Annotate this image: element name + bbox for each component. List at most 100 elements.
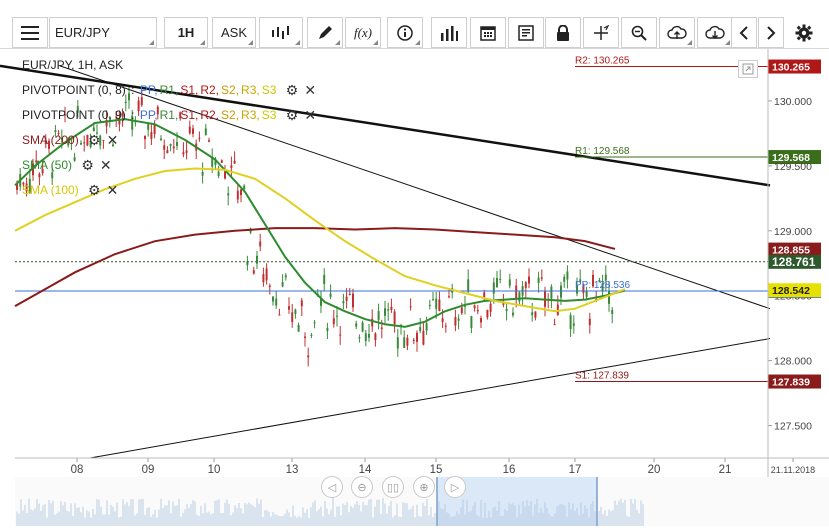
pivot2-s2: S2, (221, 107, 240, 122)
price-chart[interactable]: R2: 130.265 130.265 R1: 129.568 129.568 PP: … (0, 49, 829, 526)
chevron-right-icon (767, 25, 776, 40)
pivot1-s2: S2, (221, 82, 240, 97)
series-sma-100- (14, 167, 626, 313)
candle-body (28, 178, 31, 193)
scroll-left-button[interactable] (731, 17, 757, 48)
symbol-label: EUR/JPY (55, 25, 110, 40)
settings-button[interactable] (787, 17, 821, 48)
candle-body (144, 135, 146, 140)
x-tick-label: 14 (359, 464, 372, 476)
expand-icon (742, 63, 754, 75)
candle-body (608, 290, 610, 304)
candles-icon (272, 25, 289, 39)
pivot1-r2: R2, (200, 82, 220, 97)
candle-body (281, 282, 284, 287)
candle-body (227, 193, 230, 196)
candle-body (361, 322, 364, 332)
candle-body (140, 97, 143, 106)
candle-body (92, 127, 95, 132)
close-icon[interactable]: ✕ (99, 157, 112, 173)
crosshair-button[interactable] (583, 17, 619, 48)
gear-icon[interactable]: ⚙ (81, 157, 94, 173)
candle-body (368, 333, 370, 338)
info-icon (397, 24, 413, 41)
x-tick-label: 17 (569, 464, 582, 476)
candle-body (454, 317, 457, 326)
candle-body (83, 142, 86, 144)
expand-button[interactable] (738, 60, 758, 78)
candle-body (560, 285, 562, 298)
close-icon[interactable]: ✕ (304, 107, 317, 123)
gear-icon[interactable]: ⚙ (88, 132, 101, 148)
close-icon[interactable]: ✕ (304, 82, 317, 98)
zoom-out-button[interactable]: ⊖ (351, 476, 373, 498)
nav-back-button[interactable]: ◁ (321, 476, 343, 498)
candle-body (259, 241, 262, 247)
zoom-in-button[interactable]: ⊕ (413, 476, 435, 498)
candle-body (342, 301, 345, 304)
pivot2-r3: R3, (241, 107, 260, 122)
timeframe-select[interactable]: 1H (164, 17, 208, 48)
candle-body (403, 337, 406, 348)
candle-body (41, 169, 44, 174)
candle-body (582, 284, 585, 294)
price-tag-text: 128.542 (772, 285, 810, 297)
candle-body (80, 142, 82, 145)
close-icon[interactable]: ✕ (106, 132, 119, 148)
candle-body (515, 285, 518, 299)
chart-type-button[interactable] (259, 17, 303, 48)
candle-body (537, 277, 540, 283)
draw-button[interactable] (307, 17, 343, 48)
scroll-right-button[interactable] (758, 17, 784, 48)
lock-button[interactable] (545, 17, 581, 48)
upload-button[interactable] (659, 17, 695, 48)
nav-forward-button[interactable]: ▷ (444, 476, 466, 498)
calendar-button[interactable] (470, 17, 506, 48)
candle-body (588, 318, 591, 326)
toolbar: EUR/JPY 1H ASK f(x) (0, 0, 829, 49)
pivot2-s3: S3 (261, 107, 277, 122)
symbol-select[interactable]: EUR/JPY (49, 17, 157, 48)
candle-body (160, 138, 162, 141)
gear-icon[interactable]: ⚙ (88, 182, 101, 198)
menu-button[interactable] (12, 17, 48, 48)
info-button[interactable] (387, 17, 423, 48)
candle-body (60, 137, 63, 140)
chart-area[interactable]: R2: 130.265 130.265 R1: 129.568 129.568 PP: … (0, 49, 829, 526)
candle-body (208, 140, 210, 142)
candle-body (240, 189, 242, 196)
pivot1-name: PIVOTPOINT (0, 8) (22, 82, 126, 97)
x-tick-label: 10 (208, 464, 221, 476)
report-button[interactable] (508, 17, 544, 48)
candle-body (86, 135, 89, 146)
candle-body (25, 183, 28, 192)
candle-body (611, 309, 614, 315)
candle-body (105, 119, 108, 127)
candle-body (89, 142, 92, 148)
close-icon[interactable]: ✕ (106, 182, 119, 198)
pivot2-pp: PP, (139, 107, 158, 122)
candle-body (438, 299, 441, 312)
gear-icon[interactable]: ⚙ (285, 82, 299, 98)
candle-body (579, 279, 582, 283)
gear-icon[interactable]: ⚙ (285, 107, 299, 123)
x-tick-label: 08 (71, 464, 84, 476)
candle-body (448, 296, 450, 298)
y-tick-label: 128.000 (774, 356, 812, 368)
candle-body (99, 135, 102, 146)
candle-body (134, 121, 137, 123)
volume-button[interactable] (431, 17, 467, 48)
zoom-button[interactable] (621, 17, 657, 48)
pivot2-name: PIVOTPOINT (0, 9) (22, 107, 126, 122)
candle-body (64, 114, 66, 116)
download-button[interactable] (697, 17, 733, 48)
pivot2-s1: S1, (180, 107, 199, 122)
candle-body (585, 291, 588, 297)
candle-body (246, 261, 249, 266)
candle-body (508, 279, 511, 286)
pivot-tag-box (768, 150, 821, 165)
indicators-button[interactable]: f(x) (345, 17, 381, 48)
price-type-select[interactable]: ASK (212, 17, 256, 48)
cloud-upload-icon (667, 25, 687, 39)
reset-view-button[interactable]: ▯▯ (382, 476, 404, 498)
